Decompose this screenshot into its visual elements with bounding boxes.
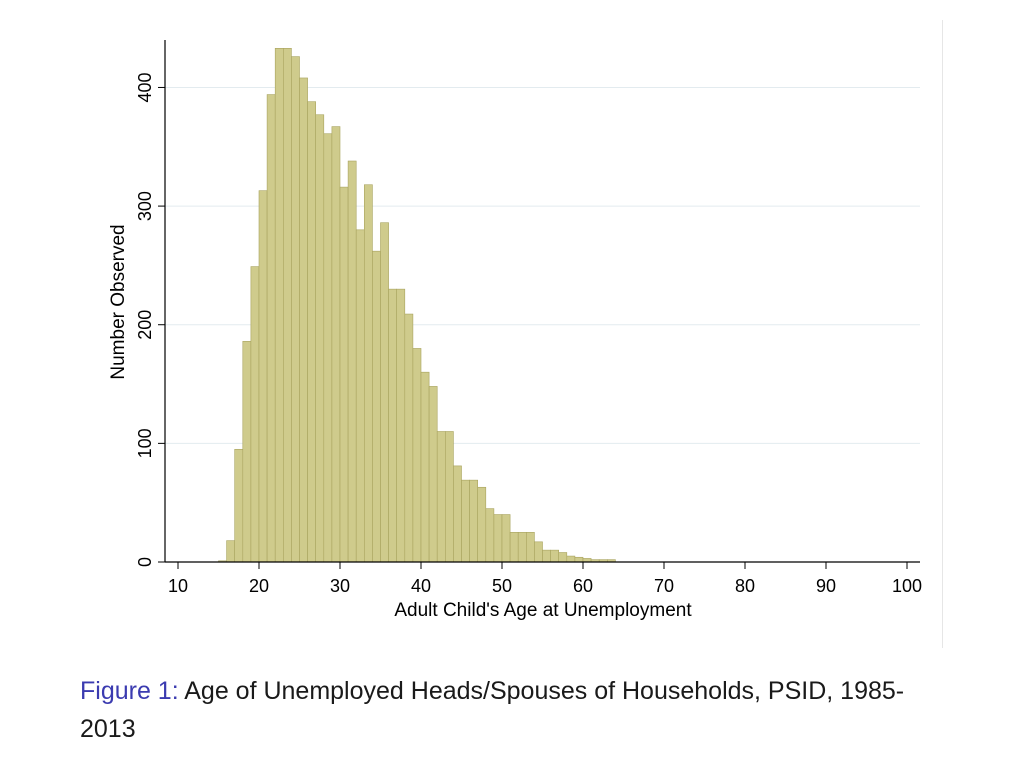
histogram-bar (315, 114, 325, 563)
histogram-bar (274, 48, 284, 563)
histogram-bar (226, 540, 236, 563)
y-tick-label: 200 (135, 310, 155, 340)
histogram-bar (444, 431, 454, 563)
x-tick-label: 40 (411, 576, 431, 596)
x-axis-label: Adult Child's Age at Unemployment (394, 600, 692, 621)
x-tick-label: 30 (330, 576, 350, 596)
histogram-bar (250, 266, 260, 563)
histogram-bar (291, 56, 300, 563)
histogram-bar (566, 555, 576, 563)
figure-caption: Figure 1: Age of Unemployed Heads/Spouse… (80, 672, 940, 748)
axes: 10 20 30 40 50 60 70 80 90 100 0 100 200 300 400 (135, 40, 922, 596)
histogram-bar (477, 486, 487, 563)
y-tick-label: 300 (135, 191, 155, 221)
histogram-bar (388, 288, 398, 563)
histogram-bar (266, 94, 276, 563)
histogram-bar (258, 190, 268, 563)
panel-divider (942, 20, 943, 648)
y-axis-label: Number Observed (108, 224, 129, 379)
histogram-bar (347, 160, 357, 563)
histogram-bars (218, 48, 616, 563)
histogram-bar (461, 479, 470, 563)
histogram-bar (323, 133, 333, 563)
caption-lead: Figure 1: (80, 677, 179, 705)
histogram-bar (299, 77, 308, 563)
histogram-bar (542, 549, 551, 563)
histogram-bar (509, 532, 519, 563)
histogram-bar (525, 532, 535, 563)
histogram-bar (453, 465, 462, 563)
histogram-bar (404, 313, 414, 563)
histogram-bar (282, 48, 292, 563)
histogram-bar (372, 250, 381, 563)
histogram-bar (501, 514, 511, 563)
histogram-bar (574, 556, 584, 563)
histogram-bar (428, 386, 438, 563)
x-tick-label: 70 (654, 576, 674, 596)
caption-text: Age of Unemployed Heads/Spouses of House… (80, 677, 905, 743)
histogram-bar (242, 341, 252, 563)
histogram-bar (331, 126, 341, 563)
histogram-bar (558, 552, 568, 563)
histogram-bar (307, 101, 317, 563)
x-tick-label: 100 (892, 576, 922, 596)
histogram-bar (469, 479, 479, 563)
histogram-bar (517, 532, 527, 563)
y-tick-label: 0 (135, 557, 155, 567)
histogram-bar (412, 348, 422, 563)
histogram-bar (355, 229, 365, 563)
histogram-bar (339, 186, 349, 563)
histogram-chart: 10 20 30 40 50 60 70 80 90 100 0 100 200 300 400 Adult… (108, 40, 922, 621)
histogram-bar (436, 431, 446, 563)
histogram-bar (380, 222, 389, 563)
histogram-bar (396, 288, 406, 563)
y-tick-label: 100 (135, 428, 155, 458)
histogram-bar (550, 549, 559, 563)
histogram-bar (234, 448, 244, 563)
histogram-bar (420, 371, 430, 563)
histogram-bar (363, 184, 373, 563)
histogram-bar (534, 541, 543, 563)
x-tick-label: 90 (816, 576, 836, 596)
x-tick-label: 20 (249, 576, 269, 596)
x-tick-label: 80 (735, 576, 755, 596)
y-tick-label: 400 (135, 72, 155, 102)
x-tick-label: 60 (573, 576, 593, 596)
x-tick-label: 50 (492, 576, 512, 596)
x-tick-label: 10 (168, 576, 188, 596)
histogram-bar (485, 508, 495, 563)
histogram-bar (493, 514, 503, 563)
